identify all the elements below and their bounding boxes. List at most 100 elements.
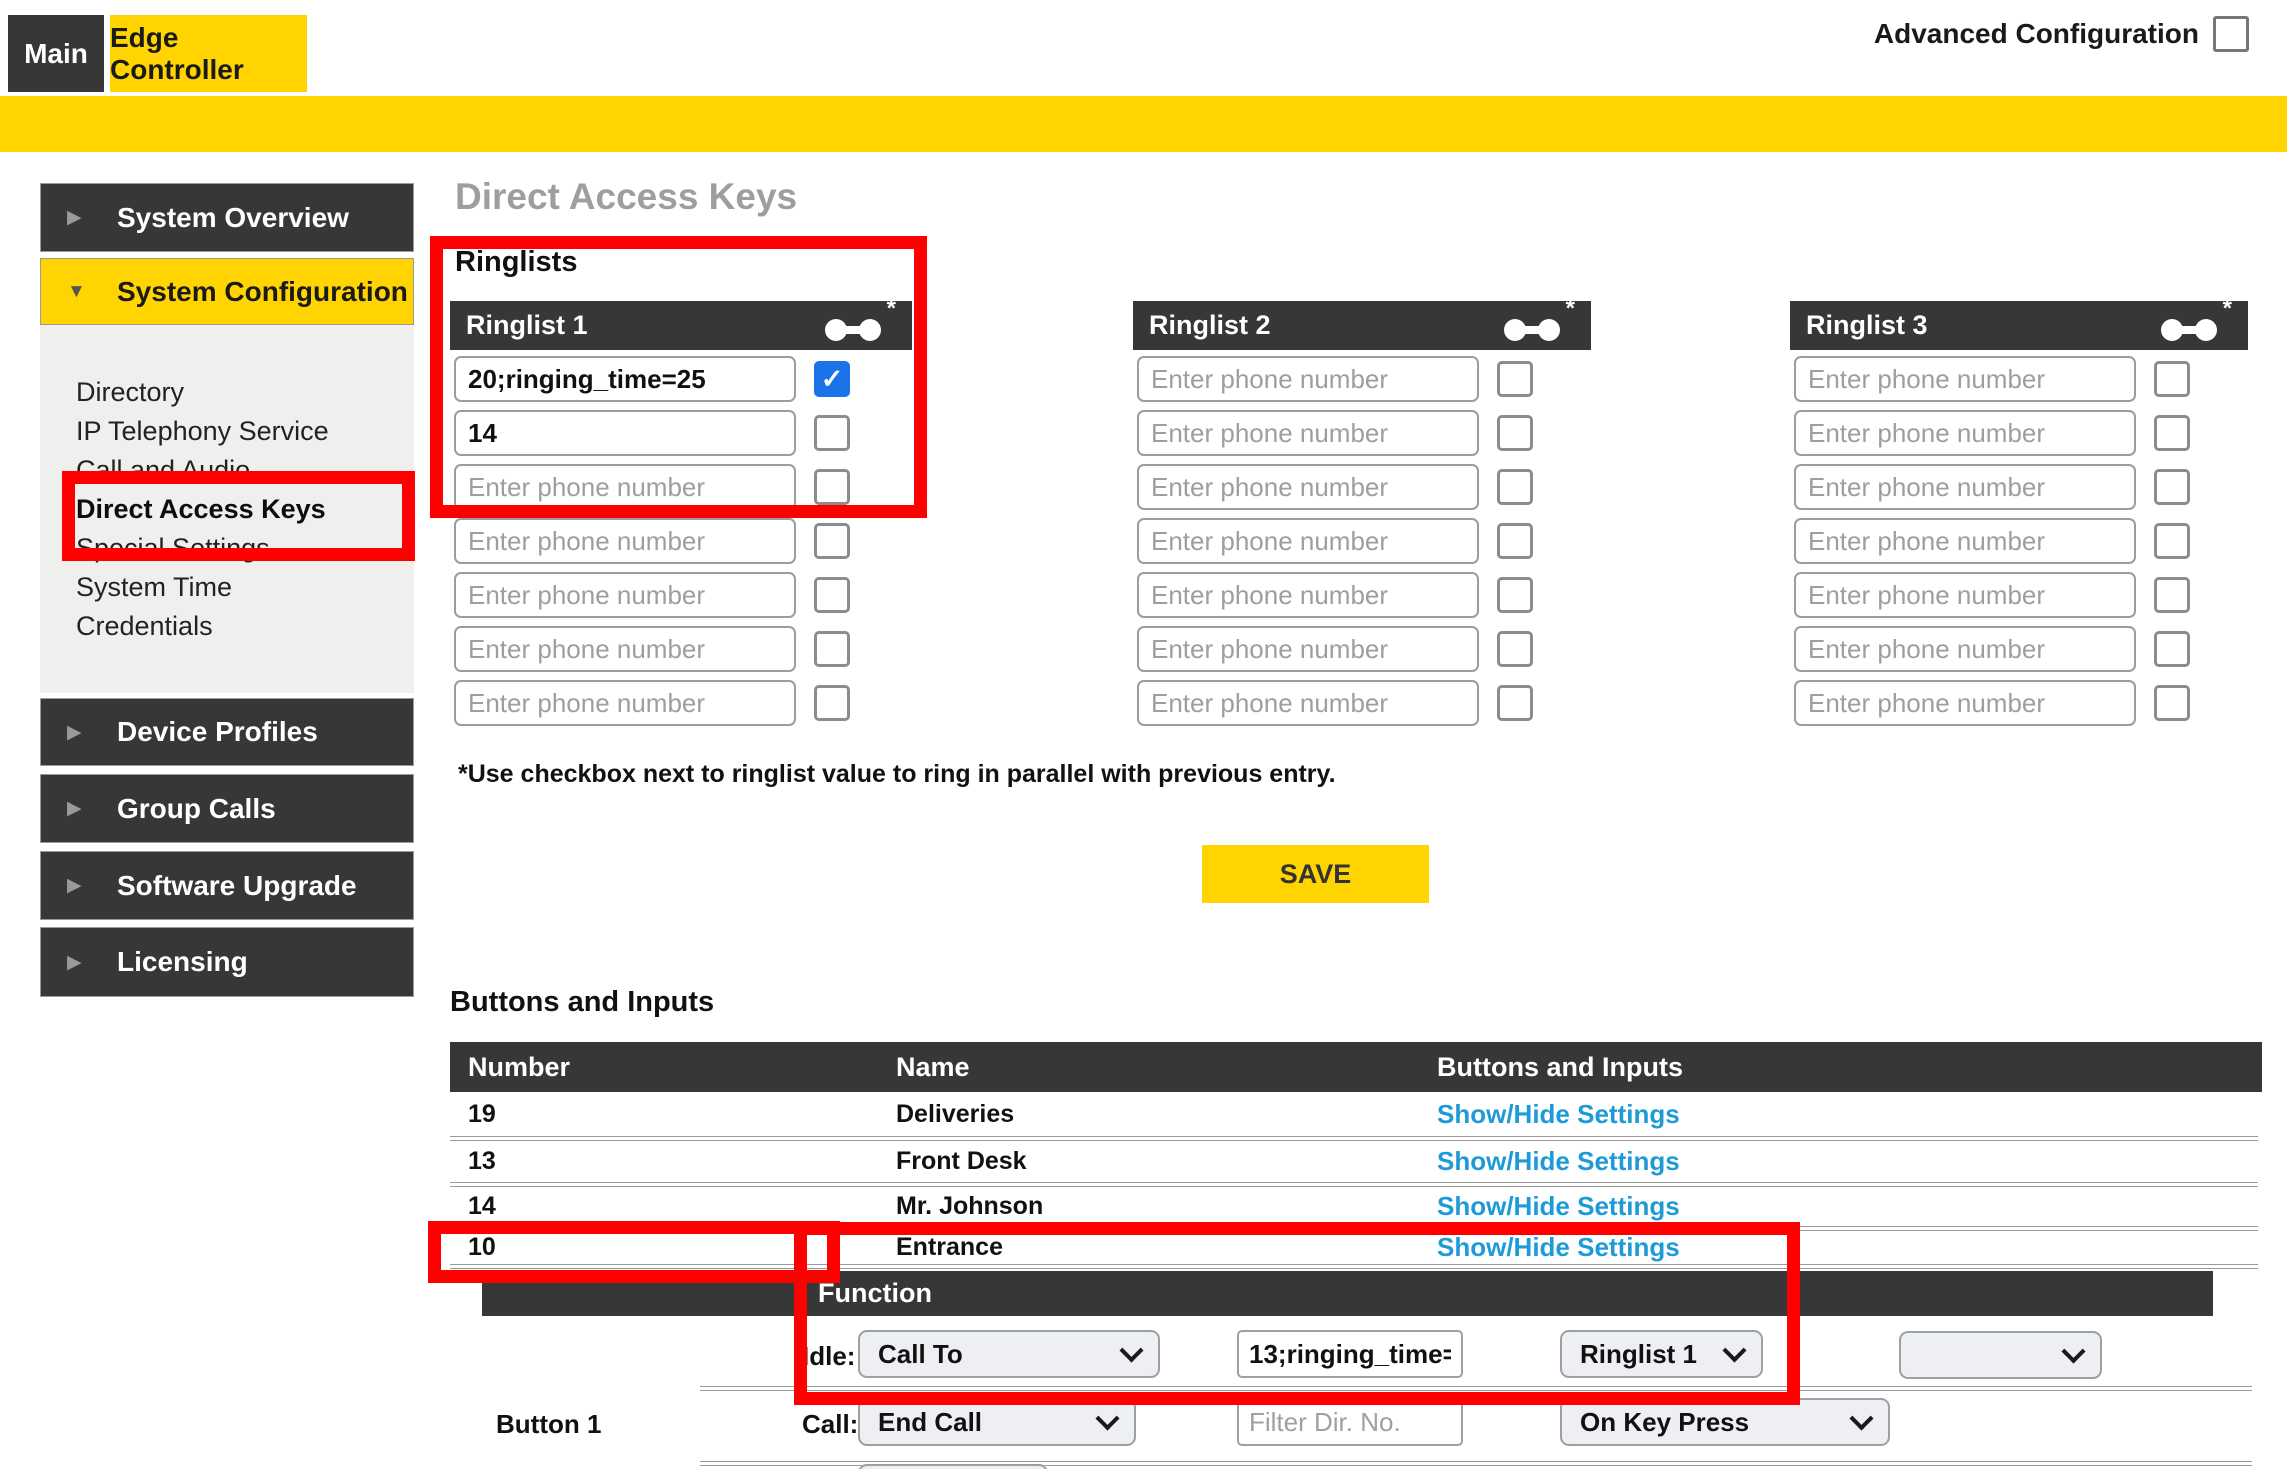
sidebar-item-licensing[interactable]: ▶ Licensing	[40, 927, 414, 997]
show-hide-settings-link[interactable]: Show/Hide Settings	[1437, 1098, 1680, 1129]
page-title: Direct Access Keys	[455, 176, 798, 217]
parallel-checkbox[interactable]	[814, 361, 850, 397]
idle-extra-select[interactable]	[1899, 1331, 2102, 1379]
sidebar-item-software-upgrade[interactable]: ▶ Software Upgrade	[40, 851, 414, 920]
chevron-right-icon: ▶	[67, 721, 82, 743]
ringlist-3-header: Ringlist 3 *	[1790, 296, 2248, 350]
ringlist-entry-input[interactable]	[1794, 356, 2136, 402]
cell-number: 19	[468, 1099, 496, 1128]
parallel-checkbox[interactable]	[814, 469, 850, 505]
idle-number-input[interactable]	[1237, 1330, 1463, 1378]
sidebar-item-credentials[interactable]: Credentials	[76, 611, 213, 641]
ringlist-entry-input[interactable]	[1794, 680, 2136, 726]
parallel-checkbox[interactable]	[1497, 361, 1533, 397]
ringlist-entry-input[interactable]	[1137, 518, 1479, 564]
call-action-value: End Call	[878, 1406, 983, 1437]
tab-main[interactable]: Main	[8, 15, 104, 92]
sidebar-item-direct-access-keys[interactable]: Direct Access Keys	[76, 494, 326, 524]
sidebar-item-directory[interactable]: Directory	[76, 377, 185, 407]
tab-edge-controller[interactable]: Edge Controller	[110, 15, 307, 92]
ringlist-entry-input[interactable]	[454, 680, 796, 726]
parallel-checkbox[interactable]	[814, 415, 850, 451]
sidebar-item-device-profiles[interactable]: ▶ Device Profiles	[40, 698, 414, 766]
advanced-configuration-label: Advanced Configuration	[1873, 18, 2199, 49]
parallel-checkbox[interactable]	[2154, 631, 2190, 667]
idle-action-select[interactable]: Call To	[858, 1330, 1160, 1378]
sidebar: ▶ System Overview ▼ System Configuration…	[40, 183, 414, 997]
next-row-select-cutoff[interactable]	[858, 1464, 1048, 1469]
chevron-down-icon	[2061, 1339, 2086, 1364]
parallel-checkbox[interactable]	[814, 631, 850, 667]
parallel-checkbox[interactable]	[814, 523, 850, 559]
ringlist-entry-input[interactable]	[1137, 410, 1479, 456]
cell-name: Entrance	[896, 1232, 1003, 1261]
ringlist-entry-row	[454, 518, 912, 564]
show-hide-settings-link[interactable]: Show/Hide Settings	[1437, 1190, 1680, 1221]
cell-number: 13	[468, 1147, 496, 1175]
parallel-checkbox[interactable]	[2154, 469, 2190, 505]
sidebar-item-ip-telephony-service[interactable]: IP Telephony Service	[76, 416, 329, 446]
linked-dots-icon: *	[824, 294, 896, 348]
ringlist-3-title: Ringlist 3	[1806, 310, 1928, 340]
sidebar-item-label: System Configuration	[117, 275, 408, 307]
ringlist-3-column: Ringlist 3 *	[1790, 296, 2248, 726]
sidebar-item-group-calls[interactable]: ▶ Group Calls	[40, 774, 414, 843]
call-trigger-select[interactable]: On Key Press	[1560, 1398, 1890, 1446]
show-hide-settings-link[interactable]: Show/Hide Settings	[1437, 1231, 1680, 1262]
ringlist-entry-row	[1794, 626, 2248, 672]
parallel-checkbox[interactable]	[814, 685, 850, 721]
parallel-checkbox[interactable]	[1497, 685, 1533, 721]
parallel-checkbox[interactable]	[2154, 361, 2190, 397]
call-action-select[interactable]: End Call	[858, 1398, 1136, 1446]
sidebar-item-system-overview[interactable]: ▶ System Overview	[40, 183, 414, 252]
ringlist-entry-input[interactable]	[1137, 626, 1479, 672]
ringlist-entry-row	[1794, 680, 2248, 726]
ringlist-entry-input[interactable]	[1137, 356, 1479, 402]
parallel-checkbox[interactable]	[2154, 685, 2190, 721]
ringlist-entry-input[interactable]	[454, 464, 796, 510]
sidebar-item-system-configuration[interactable]: ▼ System Configuration	[40, 258, 414, 325]
call-filter-input[interactable]	[1237, 1398, 1463, 1446]
advanced-configuration-checkbox[interactable]	[2213, 16, 2249, 52]
chevron-right-icon: ▶	[67, 798, 82, 819]
ringlist-entry-input[interactable]	[1794, 518, 2136, 564]
ringlist-2-title: Ringlist 2	[1149, 310, 1271, 340]
parallel-checkbox[interactable]	[1497, 631, 1533, 667]
ringlist-entry-input[interactable]	[454, 410, 796, 456]
ringlist-entry-input[interactable]	[454, 626, 796, 672]
ringlist-entry-input[interactable]	[1794, 572, 2136, 618]
ringlist-entry-input[interactable]	[454, 518, 796, 564]
sidebar-item-label: Software Upgrade	[117, 869, 357, 901]
parallel-checkbox[interactable]	[1497, 415, 1533, 451]
ringlist-entry-input[interactable]	[1794, 626, 2136, 672]
sidebar-submenu: Directory IP Telephony Service Call and …	[40, 325, 414, 693]
ringlist-entry-input[interactable]	[1137, 572, 1479, 618]
table-row: 13 Front Desk Show/Hide Settings	[450, 1141, 2262, 1182]
ringlist-entry-input[interactable]	[454, 572, 796, 618]
show-hide-settings-link[interactable]: Show/Hide Settings	[1437, 1146, 1680, 1176]
ringlist-entry-input[interactable]	[1137, 464, 1479, 510]
ringlist-entry-input[interactable]	[1794, 410, 2136, 456]
parallel-checkbox[interactable]	[1497, 577, 1533, 613]
parallel-note-asterisk: *	[886, 294, 896, 322]
ringlist-entry-row	[1794, 464, 2248, 510]
parallel-checkbox[interactable]	[2154, 577, 2190, 613]
sidebar-item-call-and-audio[interactable]: Call and Audio	[76, 455, 251, 485]
sidebar-item-system-time[interactable]: System Time	[76, 572, 233, 602]
parallel-checkbox[interactable]	[1497, 523, 1533, 559]
ringlist-entry-row	[1137, 572, 1591, 618]
sidebar-item-special-settings[interactable]: Special Settings	[76, 533, 270, 563]
save-button[interactable]: SAVE	[1202, 845, 1429, 903]
ringlist-entry-input[interactable]	[1794, 464, 2136, 510]
column-header-buttons-inputs: Buttons and Inputs	[1437, 1051, 1683, 1082]
parallel-checkbox[interactable]	[2154, 415, 2190, 451]
ringlist-entry-input[interactable]	[1137, 680, 1479, 726]
idle-ringlist-select[interactable]: Ringlist 1	[1560, 1330, 1763, 1378]
parallel-note-asterisk: *	[1565, 294, 1575, 322]
parallel-checkbox[interactable]	[814, 577, 850, 613]
ringlist-entry-input[interactable]	[454, 356, 796, 402]
cell-name: Mr. Johnson	[896, 1191, 1044, 1220]
parallel-checkbox[interactable]	[1497, 469, 1533, 505]
parallel-checkbox[interactable]	[2154, 523, 2190, 559]
